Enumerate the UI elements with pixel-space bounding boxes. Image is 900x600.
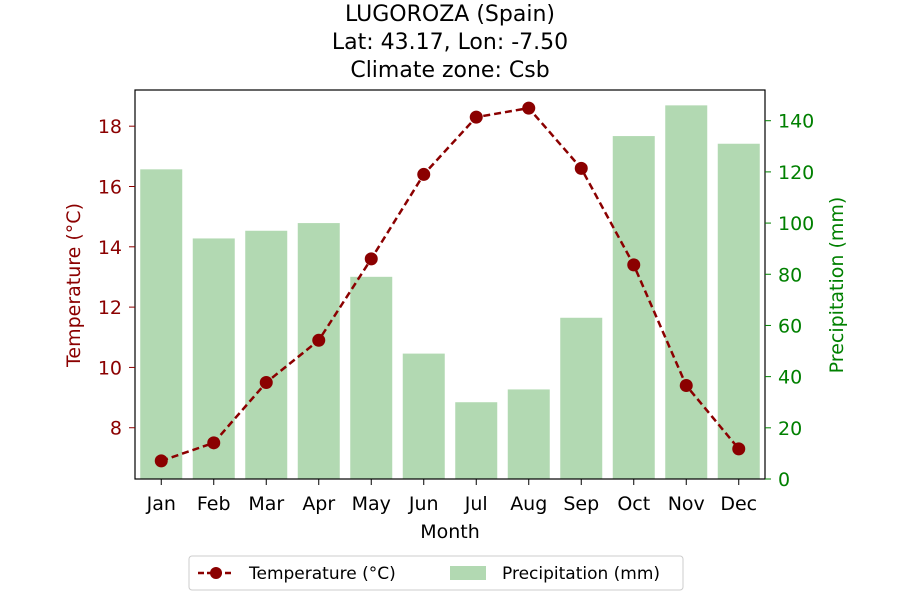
legend-precipitation-label: Precipitation (mm): [502, 564, 660, 584]
precipitation-bar: [402, 353, 445, 479]
precipitation-bar: [245, 230, 288, 479]
x-tick-label: Sep: [563, 493, 599, 515]
x-tick-label: Oct: [617, 493, 650, 515]
y-right-tick-label: 60: [778, 315, 802, 337]
chart-title-line-1: LUGOROZA (Spain): [345, 2, 555, 27]
x-tick-label: Apr: [302, 493, 335, 515]
chart-title: LUGOROZA (Spain) Lat: 43.17, Lon: -7.50 …: [332, 2, 568, 83]
x-tick-label: Aug: [510, 493, 547, 515]
legend-temperature-label: Temperature (°C): [248, 564, 396, 584]
x-tick-label: Jul: [464, 493, 488, 515]
y-right-tick-label: 40: [778, 367, 802, 389]
y-axis-right: 0 20 40 60 80 100 120 140: [765, 111, 814, 491]
y-right-tick-label: 80: [778, 264, 802, 286]
x-tick-label: Jun: [408, 493, 439, 515]
legend-frame: [188, 555, 684, 591]
precipitation-bar: [350, 276, 393, 479]
precipitation-bars: [140, 105, 760, 480]
plot-frame: [134, 89, 766, 480]
temperature-point: [312, 333, 326, 347]
legend: Temperature (°C) Precipitation (mm): [188, 555, 684, 591]
chart-title-line-3: Climate zone: Csb: [350, 58, 549, 83]
temperature-point: [417, 167, 431, 181]
temperature-point: [364, 252, 378, 266]
precipitation-bar: [297, 223, 340, 479]
precipitation-bar: [560, 317, 603, 479]
y-left-tick-label: 14: [98, 237, 122, 259]
x-axis: Jan Feb Mar Apr May Jun Jul Aug Sep Oct Nov Dec: [146, 479, 757, 515]
x-tick-label: Jan: [146, 493, 176, 515]
y-right-tick-label: 20: [778, 418, 802, 440]
y-right-tick-label: 0: [778, 469, 790, 491]
y-right-tick-label: 100: [778, 213, 814, 235]
chart-title-line-2: Lat: 43.17, Lon: -7.50: [332, 30, 568, 55]
precipitation-bar: [717, 143, 760, 480]
x-tick-label: May: [352, 493, 391, 515]
y-left-tick-label: 12: [98, 297, 122, 319]
x-tick-label: Dec: [720, 493, 757, 515]
y-left-tick-label: 10: [98, 357, 122, 379]
y-left-tick-label: 8: [110, 418, 122, 440]
precipitation-bar: [665, 105, 708, 480]
x-tick-label: Mar: [248, 493, 284, 515]
temperature-line: [154, 101, 746, 468]
temperature-point: [259, 376, 273, 390]
temperature-point: [627, 258, 641, 272]
temperature-series-line: [160, 106, 740, 463]
precipitation-bar: [612, 136, 655, 479]
temperature-point: [679, 379, 693, 393]
y-left-tick-label: 16: [98, 176, 122, 198]
x-tick-label: Nov: [668, 493, 705, 515]
temperature-point: [207, 436, 221, 450]
precipitation-bar: [455, 402, 498, 479]
y-axis-left-label: Temperature (°C): [63, 203, 85, 368]
y-right-tick-label: 140: [778, 111, 814, 133]
precipitation-bar: [140, 169, 183, 480]
y-right-tick-label: 120: [778, 162, 814, 184]
temperature-point: [732, 442, 746, 456]
y-axis-right-label: Precipitation (mm): [826, 197, 848, 374]
legend-precipitation-swatch: [450, 566, 486, 580]
legend-temperature-marker: [210, 567, 222, 579]
temperature-point: [469, 110, 483, 124]
x-tick-label: Feb: [197, 493, 231, 515]
temperature-point: [574, 161, 588, 175]
temperature-point: [154, 454, 168, 468]
y-axis-left: 8 10 12 14 16 18: [98, 116, 135, 440]
temperature-point: [522, 101, 536, 115]
x-axis-label: Month: [420, 521, 480, 543]
y-left-tick-label: 18: [98, 116, 122, 138]
precipitation-bar: [507, 389, 550, 479]
